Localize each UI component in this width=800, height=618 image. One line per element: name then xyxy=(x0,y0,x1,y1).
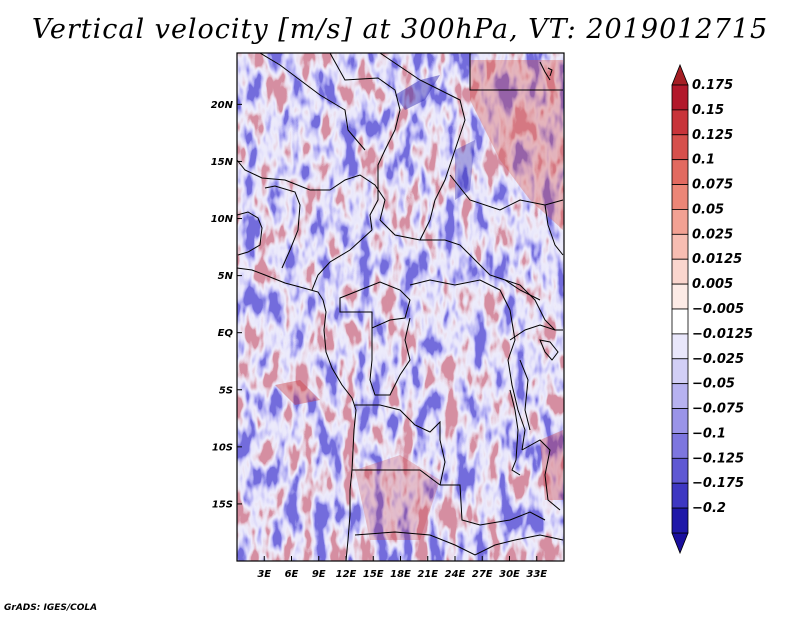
lon-tick-label: 18E xyxy=(390,569,411,580)
lat-tick-label: EQ xyxy=(218,328,234,339)
colorbar-label: 0.0125 xyxy=(692,252,742,267)
colorbar-swatch xyxy=(671,433,689,459)
lat-tick-label: 5N xyxy=(218,271,234,282)
colorbar-swatch xyxy=(671,233,689,260)
colorbar-label: −0.175 xyxy=(692,476,744,491)
colorbar-label: 0.15 xyxy=(692,103,724,118)
colorbar-label: −0.125 xyxy=(692,451,744,466)
colorbar-label: −0.075 xyxy=(692,402,744,417)
lon-tick-label: 6E xyxy=(285,569,299,580)
colorbar-label: −0.05 xyxy=(692,377,735,392)
footer-credit: GrADS: IGES/COLA xyxy=(4,603,98,613)
lon-tick-label: 24E xyxy=(445,569,466,580)
colorbar-swatch xyxy=(671,358,689,385)
colorbar-label: −0.025 xyxy=(692,352,744,367)
country-borders xyxy=(237,53,564,561)
colorbar-swatch xyxy=(671,507,689,534)
lon-tick-label: 12E xyxy=(336,569,357,580)
lon-tick-label: 30E xyxy=(499,569,520,580)
lon-tick-label: 33E xyxy=(526,569,547,580)
colorbar-label: 0.175 xyxy=(692,78,733,93)
plot-title: Vertical velocity [m/s] at 300hPa, VT: 2… xyxy=(31,14,769,45)
colorbar-swatch xyxy=(671,383,689,409)
lon-tick-label: 21E xyxy=(417,569,438,580)
colorbar-swatch xyxy=(671,209,689,235)
longitude-axis: 3E 6E 9E 12E 15E 18E 21E 24E 27E 30E 33E xyxy=(257,556,547,580)
colorbar-label: −0.1 xyxy=(692,426,726,441)
colorbar: 0.175 0.15 0.125 0.1 0.075 0.05 0.025 0.0125 0.0… xyxy=(671,63,753,555)
colorbar-swatch xyxy=(671,258,689,285)
colorbar-swatch xyxy=(671,482,689,509)
colorbar-swatch xyxy=(671,184,689,210)
lat-tick-label: 20N xyxy=(211,100,234,111)
lon-tick-label: 15E xyxy=(363,569,384,580)
lon-tick-label: 9E xyxy=(312,569,326,580)
lat-tick-label: 15S xyxy=(212,499,233,510)
colorbar-label: 0.005 xyxy=(692,277,733,292)
lon-tick-label: 27E xyxy=(472,569,493,580)
colorbar-label: 0.05 xyxy=(692,202,724,217)
lat-tick-label: 10N xyxy=(211,214,234,225)
colorbar-bottom-arrow xyxy=(671,532,689,555)
lat-tick-label: 5S xyxy=(219,385,233,396)
colorbar-label: 0.075 xyxy=(692,178,733,193)
colorbar-top-arrow xyxy=(671,63,689,86)
lon-tick-label: 3E xyxy=(257,569,271,580)
colorbar-swatch xyxy=(671,408,689,434)
lat-tick-label: 15N xyxy=(211,157,234,168)
colorbar-swatch xyxy=(671,308,689,335)
colorbar-swatch xyxy=(671,283,689,310)
colorbar-swatch xyxy=(671,333,689,360)
colorbar-label: −0.0125 xyxy=(692,327,753,342)
colorbar-swatch xyxy=(671,457,689,484)
colorbar-label: 0.1 xyxy=(692,153,715,168)
colorbar-label: 0.125 xyxy=(692,128,733,143)
colorbar-label: −0.005 xyxy=(692,302,744,317)
colorbar-label: 0.025 xyxy=(692,227,733,242)
coastline xyxy=(237,267,357,561)
vertical-velocity-field xyxy=(237,53,564,561)
colorbar-swatch xyxy=(671,109,689,136)
colorbar-label: −0.2 xyxy=(692,501,726,516)
latitude-axis: 20N 15N 10N 5N EQ 5S 10S 15S xyxy=(211,100,242,510)
colorbar-swatch xyxy=(671,159,689,185)
lat-tick-label: 10S xyxy=(212,442,233,453)
colorbar-swatch xyxy=(671,134,689,161)
colorbar-swatch xyxy=(671,84,689,111)
